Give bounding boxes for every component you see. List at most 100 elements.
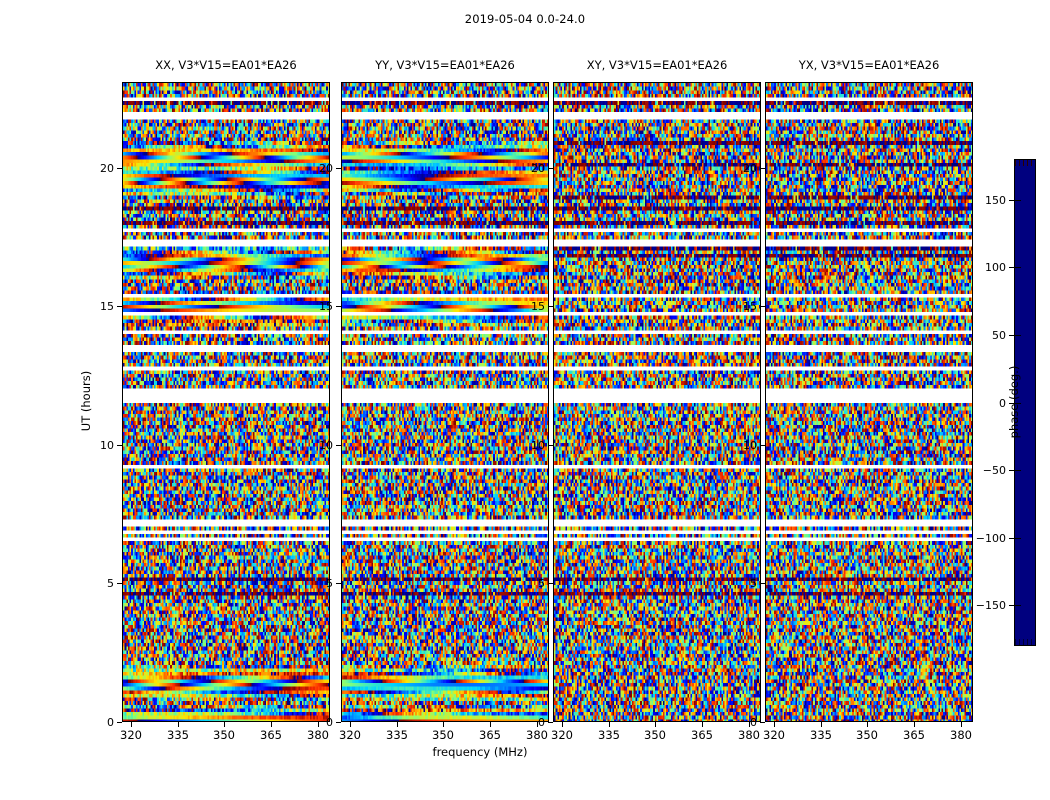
x-tick-mark — [350, 722, 351, 727]
colorbar-extend-hatch — [1015, 160, 1035, 166]
colorbar-tick-mark-inner — [1015, 403, 1021, 404]
y-tick-mark — [548, 722, 553, 723]
y-tick-mark — [760, 722, 765, 723]
y-tick-label: 15 — [743, 300, 757, 313]
colorbar-tick-mark — [1009, 470, 1014, 471]
colorbar-label: phase (deg.) — [1007, 365, 1021, 438]
x-tick-label: 335 — [598, 728, 620, 742]
heatmap-image-yx — [766, 83, 972, 721]
colorbar[interactable] — [1014, 159, 1036, 646]
colorbar-tick-label: −100 — [975, 532, 1006, 545]
colorbar-tick-mark — [1009, 538, 1014, 539]
y-tick-mark — [548, 306, 553, 307]
x-tick-mark — [490, 722, 491, 727]
colorbar-extend-hatch — [1015, 639, 1035, 645]
y-tick-label: 5 — [538, 577, 545, 590]
x-tick-mark — [702, 722, 703, 727]
y-tick-label: 10 — [531, 439, 545, 452]
y-tick-label: 20 — [100, 162, 114, 175]
colorbar-tick-mark-inner — [1015, 470, 1021, 471]
x-tick-label: 335 — [167, 728, 189, 742]
x-tick-mark — [224, 722, 225, 727]
panel-title-xy: XY, V3*V15=EA01*EA26 — [586, 58, 728, 72]
colorbar-tick-label: 0 — [999, 397, 1006, 410]
y-tick-label: 20 — [743, 162, 757, 175]
x-tick-mark — [821, 722, 822, 727]
x-tick-mark — [749, 722, 750, 727]
y-tick-mark — [117, 445, 122, 446]
x-tick-mark — [131, 722, 132, 727]
y-tick-mark — [336, 722, 341, 723]
colorbar-tick-mark — [1009, 335, 1014, 336]
x-tick-label: 365 — [903, 728, 925, 742]
x-tick-mark — [318, 722, 319, 727]
y-tick-label: 0 — [750, 716, 757, 729]
x-tick-label: 320 — [120, 728, 142, 742]
x-tick-mark — [443, 722, 444, 727]
heatmap-image-yy — [342, 83, 548, 721]
colorbar-tick-mark — [1009, 267, 1014, 268]
heatmap-image-xy — [554, 83, 760, 721]
colorbar-tick-mark-inner — [1015, 200, 1021, 201]
y-tick-mark — [336, 306, 341, 307]
x-tick-label: 365 — [260, 728, 282, 742]
x-tick-mark — [655, 722, 656, 727]
panel-title-yy: YY, V3*V15=EA01*EA26 — [375, 58, 515, 72]
y-tick-mark — [760, 306, 765, 307]
colorbar-gradient — [1015, 160, 1035, 645]
y-tick-mark — [117, 583, 122, 584]
x-axis-label: frequency (MHz) — [432, 745, 528, 759]
x-tick-label: 380 — [307, 728, 329, 742]
y-tick-mark — [760, 583, 765, 584]
x-tick-mark — [774, 722, 775, 727]
y-tick-mark — [117, 722, 122, 723]
y-tick-mark — [336, 445, 341, 446]
figure-suptitle: 2019-05-04 0.0-24.0 — [464, 12, 586, 26]
colorbar-tick-label: −150 — [975, 599, 1006, 612]
x-tick-label: 365 — [479, 728, 501, 742]
colorbar-tick-mark — [1009, 605, 1014, 606]
x-tick-label: 350 — [213, 728, 235, 742]
y-tick-mark — [336, 168, 341, 169]
y-tick-mark — [548, 583, 553, 584]
x-tick-label: 380 — [738, 728, 760, 742]
y-tick-label: 0 — [326, 716, 333, 729]
y-tick-label: 20 — [531, 162, 545, 175]
colorbar-tick-label: 100 — [985, 261, 1006, 274]
y-tick-label: 10 — [100, 439, 114, 452]
heatmap-image-xx — [123, 83, 329, 721]
heatmap-panel-yx[interactable] — [765, 82, 973, 722]
colorbar-tick-label: 150 — [985, 194, 1006, 207]
heatmap-panel-xx[interactable] — [122, 82, 330, 722]
colorbar-tick-mark-inner — [1015, 538, 1021, 539]
x-tick-label: 350 — [432, 728, 454, 742]
x-tick-mark — [397, 722, 398, 727]
y-tick-mark — [548, 445, 553, 446]
y-tick-label: 5 — [107, 577, 114, 590]
heatmap-panel-yy[interactable] — [341, 82, 549, 722]
x-tick-mark — [271, 722, 272, 727]
x-tick-label: 335 — [810, 728, 832, 742]
y-tick-mark — [760, 445, 765, 446]
x-tick-mark — [609, 722, 610, 727]
colorbar-tick-mark-inner — [1015, 605, 1021, 606]
y-tick-mark — [336, 583, 341, 584]
heatmap-panel-xy[interactable] — [553, 82, 761, 722]
x-tick-label: 350 — [856, 728, 878, 742]
y-tick-mark — [760, 168, 765, 169]
panel-title-xx: XX, V3*V15=EA01*EA26 — [155, 58, 297, 72]
y-tick-label: 0 — [538, 716, 545, 729]
x-tick-label: 380 — [526, 728, 548, 742]
x-tick-label: 365 — [691, 728, 713, 742]
colorbar-tick-mark-inner — [1015, 267, 1021, 268]
y-tick-label: 15 — [531, 300, 545, 313]
y-tick-label: 20 — [319, 162, 333, 175]
x-tick-label: 320 — [551, 728, 573, 742]
colorbar-tick-mark — [1009, 403, 1014, 404]
y-tick-label: 5 — [326, 577, 333, 590]
colorbar-tick-label: 50 — [992, 329, 1006, 342]
colorbar-tick-mark-inner — [1015, 335, 1021, 336]
y-tick-label: 0 — [107, 716, 114, 729]
x-tick-mark — [914, 722, 915, 727]
y-tick-label: 10 — [319, 439, 333, 452]
